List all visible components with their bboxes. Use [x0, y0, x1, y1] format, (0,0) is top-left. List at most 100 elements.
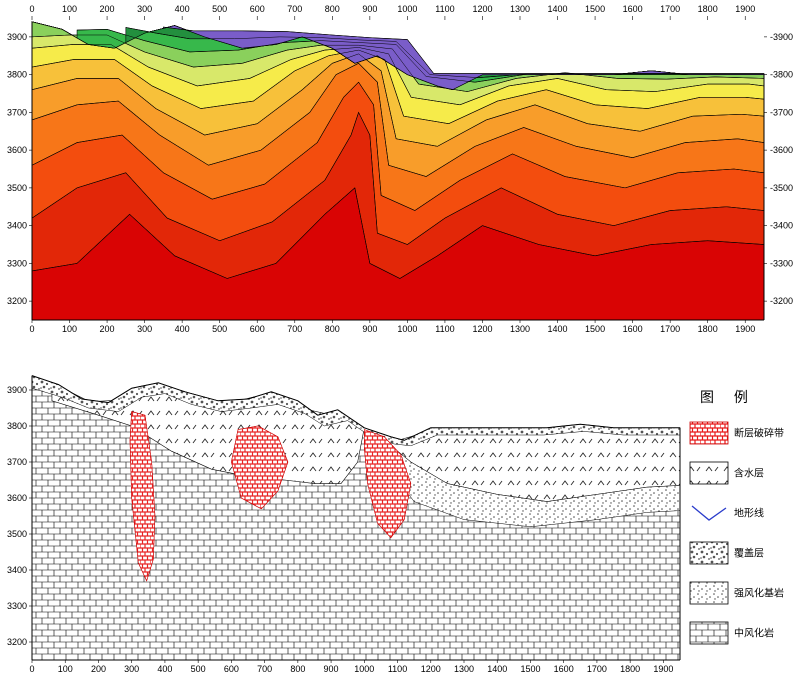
x-tick-bottom: 1500	[585, 324, 605, 334]
legend-title: 图 例	[700, 389, 756, 405]
x-tick: 1800	[620, 664, 640, 674]
legend-swatch	[690, 582, 728, 604]
legend-label: 断层破碎带	[734, 426, 784, 439]
geological-section-chart: 0100200300400500600700800900100011001200…	[7, 376, 680, 674]
x-tick: 1200	[421, 664, 441, 674]
x-tick-bottom: 1800	[698, 324, 718, 334]
x-tick-bottom: 1200	[472, 324, 492, 334]
x-tick-bottom: 300	[137, 324, 152, 334]
y-tick-left: 3700	[7, 107, 27, 117]
x-tick: 1900	[653, 664, 673, 674]
x-tick-top: 1800	[698, 4, 718, 14]
x-tick-top: 900	[362, 4, 377, 14]
y-tick: 3500	[7, 529, 27, 539]
x-tick: 100	[58, 664, 73, 674]
x-tick: 1700	[587, 664, 607, 674]
x-tick-bottom: 900	[362, 324, 377, 334]
x-tick-bottom: 1600	[623, 324, 643, 334]
x-tick-bottom: 1400	[548, 324, 568, 334]
x-tick-bottom: 500	[212, 324, 227, 334]
legend-label: 强风化基岩	[734, 586, 784, 599]
y-tick-right: -3200	[770, 296, 793, 306]
legend-item-weathered: 强风化基岩	[690, 582, 784, 604]
y-tick-left: 3500	[7, 183, 27, 193]
y-tick: 3400	[7, 565, 27, 575]
legend-swatch	[690, 462, 728, 484]
legend-item-midweather: 中风化岩	[690, 622, 774, 644]
y-tick-right: -3400	[770, 221, 793, 231]
legend-swatch	[690, 622, 728, 644]
x-tick-bottom: 400	[175, 324, 190, 334]
y-tick-right: -3300	[770, 258, 793, 268]
x-tick-bottom: 200	[100, 324, 115, 334]
x-tick: 700	[257, 664, 272, 674]
legend-item-water: 含水层	[690, 462, 764, 484]
y-tick-left: 3300	[7, 258, 27, 268]
y-tick: 3900	[7, 385, 27, 395]
x-tick-bottom: 1700	[660, 324, 680, 334]
x-tick-bottom: 0	[29, 324, 34, 334]
x-tick: 400	[157, 664, 172, 674]
x-tick-top: 100	[62, 4, 77, 14]
x-tick: 600	[224, 664, 239, 674]
x-tick-bottom: 1100	[435, 324, 454, 334]
y-tick-right: -3500	[770, 183, 793, 193]
x-tick-top: 400	[175, 4, 190, 14]
x-tick-top: 1600	[623, 4, 643, 14]
x-tick-top: 800	[325, 4, 340, 14]
x-tick-bottom: 700	[287, 324, 302, 334]
y-tick-right: -3700	[770, 107, 793, 117]
x-tick: 1400	[487, 664, 507, 674]
x-tick-top: 200	[100, 4, 115, 14]
x-tick: 800	[290, 664, 305, 674]
x-tick-top: 1300	[510, 4, 530, 14]
x-tick: 1600	[554, 664, 574, 674]
x-tick-top: 1700	[660, 4, 680, 14]
x-tick-top: 1100	[435, 4, 454, 14]
y-tick: 3800	[7, 421, 27, 431]
legend-label: 地形线	[734, 506, 764, 519]
x-tick-top: 500	[212, 4, 227, 14]
legend-item-topoline: 地形线	[690, 502, 764, 524]
x-tick-bottom: 1000	[397, 324, 417, 334]
x-tick: 900	[324, 664, 339, 674]
legend-label: 覆盖层	[734, 546, 764, 559]
y-tick: 3300	[7, 601, 27, 611]
legend-panel: 图 例断层破碎带含水层地形线覆盖层强风化基岩中风化岩	[690, 389, 784, 644]
x-tick-top: 300	[137, 4, 152, 14]
x-tick-top: 0	[29, 4, 34, 14]
x-tick: 1300	[454, 664, 474, 674]
x-tick: 1100	[388, 664, 407, 674]
legend-label: 中风化岩	[734, 626, 774, 639]
x-tick-bottom: 1300	[510, 324, 530, 334]
x-tick-top: 1200	[472, 4, 492, 14]
legend-item-cover: 覆盖层	[690, 542, 764, 564]
y-tick-right: -3900	[770, 32, 793, 42]
y-tick-left: 3800	[7, 70, 27, 80]
y-tick: 3700	[7, 457, 27, 467]
legend-item-fault: 断层破碎带	[690, 422, 784, 444]
x-tick-top: 600	[250, 4, 265, 14]
x-tick-top: 700	[287, 4, 302, 14]
x-tick: 200	[91, 664, 106, 674]
y-tick-left: 3400	[7, 221, 27, 231]
x-tick-bottom: 100	[62, 324, 77, 334]
y-tick-left: 3600	[7, 145, 27, 155]
x-tick-top: 1400	[548, 4, 568, 14]
x-tick-top: 1000	[397, 4, 417, 14]
legend-swatch	[690, 422, 728, 444]
y-tick-left: 3900	[7, 32, 27, 42]
x-tick: 1000	[354, 664, 374, 674]
x-tick-top: 1500	[585, 4, 605, 14]
x-tick-bottom: 600	[250, 324, 265, 334]
y-tick: 3600	[7, 493, 27, 503]
y-tick-left: 3200	[7, 296, 27, 306]
x-tick: 300	[124, 664, 139, 674]
x-tick-top: 1900	[735, 4, 755, 14]
legend-label: 含水层	[734, 466, 764, 479]
y-tick-right: -3600	[770, 145, 793, 155]
x-tick-bottom: 1900	[735, 324, 755, 334]
legend-swatch	[690, 542, 728, 564]
x-tick: 1500	[520, 664, 540, 674]
x-tick: 500	[191, 664, 206, 674]
